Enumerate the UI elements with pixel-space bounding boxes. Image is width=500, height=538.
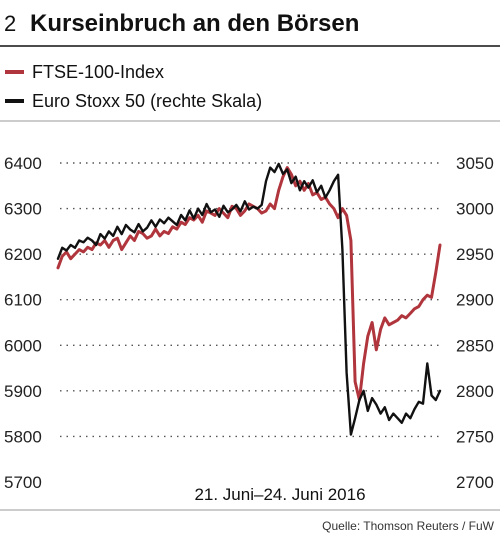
series-line-ftse [56,166,442,402]
right-tick-label: 2850 [456,336,494,355]
chart-number: 2 [4,11,16,36]
series-layer [56,162,442,436]
left-tick-label: 6300 [4,200,42,219]
right-tick-label: 2950 [456,245,494,264]
left-tick-label: 5900 [4,382,42,401]
chart-title: Kurseinbruch an den Börsen [30,10,359,37]
left-tick-label: 5700 [4,473,42,492]
left-axis: 6400 6300 6200 6100 6000 5900 5800 5700 [4,154,42,492]
legend: FTSE-100-Index Euro Stoxx 50 (rechte Ska… [5,62,262,111]
left-tick-label: 5800 [4,427,42,446]
legend-label-stoxx: Euro Stoxx 50 (rechte Skala) [32,91,262,111]
right-tick-label: 2800 [456,382,494,401]
right-axis: 3050 3000 2950 2900 2850 2800 2750 2700 [456,154,494,492]
left-tick-label: 6400 [4,154,42,173]
right-tick-label: 3000 [456,200,494,219]
right-tick-label: 2700 [456,473,494,492]
left-tick-label: 6100 [4,291,42,310]
series-line-stoxx [56,162,442,436]
right-tick-label: 2900 [456,291,494,310]
source-note: Quelle: Thomson Reuters / FuW [322,519,495,533]
x-axis-label: 21. Juni–24. Juni 2016 [194,485,365,504]
legend-label-ftse: FTSE-100-Index [32,62,164,82]
right-tick-label: 2750 [456,427,494,446]
left-tick-label: 6000 [4,336,42,355]
left-tick-label: 6200 [4,245,42,264]
right-tick-label: 3050 [456,154,494,173]
